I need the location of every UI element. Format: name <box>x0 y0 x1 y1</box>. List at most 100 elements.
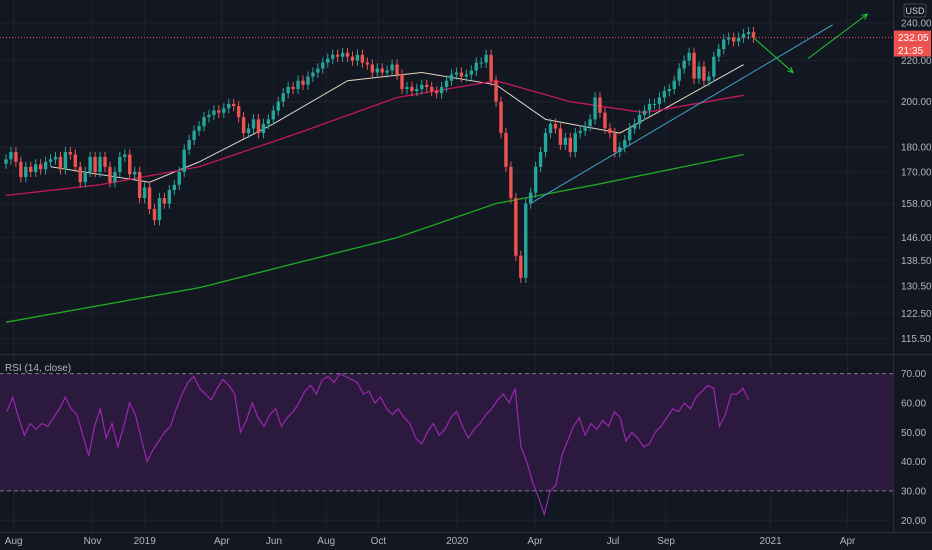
candle-body <box>331 54 335 59</box>
price-tick-label[interactable]: 115.50 <box>901 334 931 345</box>
price-tick-label[interactable]: 220.00 <box>901 56 932 67</box>
candle-body <box>425 84 429 87</box>
time-tick-label[interactable]: 2021 <box>759 536 782 547</box>
candle <box>420 79 424 95</box>
price-tick-label[interactable]: 158.00 <box>901 199 932 210</box>
candle <box>331 49 335 64</box>
time-tick-label[interactable]: 2020 <box>446 536 469 547</box>
candle-body <box>588 119 592 127</box>
candle-body <box>548 123 553 134</box>
rsi-tick-label[interactable]: 40.00 <box>901 457 926 468</box>
candle <box>385 65 389 78</box>
candle-body <box>24 166 28 177</box>
time-tick-label[interactable]: Oct <box>371 536 387 547</box>
price-tick-label[interactable]: 180.00 <box>901 143 932 154</box>
candle-body <box>335 54 340 57</box>
price-tick-label[interactable]: 138.50 <box>901 256 932 267</box>
candle-body <box>578 130 582 134</box>
time-tick-label[interactable]: Apr <box>214 536 230 547</box>
candle-body <box>9 152 13 160</box>
candle-body <box>405 86 409 89</box>
candle-body <box>266 119 271 124</box>
candle <box>519 250 523 284</box>
candle <box>340 47 345 62</box>
candle <box>504 127 508 173</box>
candle <box>83 166 87 188</box>
candle-body <box>350 56 355 61</box>
candle-body <box>133 171 137 175</box>
candle <box>276 96 280 116</box>
currency-label[interactable]: USD <box>903 3 927 18</box>
candle-body <box>573 133 577 153</box>
countdown-text: 21:35 <box>898 46 923 57</box>
candle <box>568 132 572 158</box>
candle <box>558 123 563 151</box>
rsi-axis-labels[interactable]: 70.00 60.00 50.00 40.00 30.00 20.00 <box>901 369 926 527</box>
candle <box>702 61 706 86</box>
candle <box>118 151 122 178</box>
price-tick-label[interactable]: 240.00 <box>901 19 932 30</box>
price-tick-label[interactable]: 146.00 <box>901 233 932 244</box>
time-tick-label[interactable]: Sep <box>657 536 675 547</box>
candle-body <box>415 88 419 92</box>
candle-body <box>563 137 568 145</box>
candle-body <box>687 52 691 61</box>
candle-body <box>519 255 523 278</box>
time-tick-label[interactable]: Jun <box>266 536 282 547</box>
candle <box>4 154 8 169</box>
candle-body <box>538 152 543 167</box>
candle <box>489 49 493 86</box>
price-tick-label[interactable]: 122.50 <box>901 309 932 320</box>
candle-body <box>444 80 449 87</box>
candle <box>152 203 157 226</box>
candlestick-series <box>4 26 756 284</box>
time-tick-label[interactable]: Aug <box>5 536 23 547</box>
candle-body <box>316 68 320 73</box>
candle-body <box>4 159 8 164</box>
candle-body <box>147 187 152 209</box>
candle <box>202 111 206 132</box>
rsi-indicator-title[interactable]: RSI (14, close) <box>5 363 71 374</box>
candle-body <box>311 72 315 77</box>
candle-body <box>375 68 379 73</box>
time-tick-label[interactable]: 2019 <box>134 536 157 547</box>
candle <box>603 107 607 134</box>
candle <box>682 55 686 74</box>
candle <box>241 111 246 139</box>
time-tick-label[interactable]: Apr <box>527 536 543 547</box>
rsi-tick-label[interactable]: 70.00 <box>901 369 926 380</box>
rsi-tick-label[interactable]: 30.00 <box>901 486 926 497</box>
price-tick-label[interactable]: 130.50 <box>901 282 932 293</box>
rsi-tick-label[interactable]: 60.00 <box>901 398 926 409</box>
candle-body <box>271 110 275 120</box>
candle-body <box>543 133 548 153</box>
candle-body <box>459 72 464 77</box>
candle <box>380 63 384 78</box>
rsi-tick-label[interactable]: 20.00 <box>901 516 926 527</box>
price-tick-label[interactable]: 200.00 <box>901 97 932 108</box>
candle <box>464 69 469 82</box>
time-tick-label[interactable]: Nov <box>84 536 102 547</box>
candle-body <box>326 58 330 63</box>
candle <box>692 47 696 84</box>
price-tick-label[interactable]: 170.00 <box>901 167 932 178</box>
candle-body <box>355 54 360 61</box>
candle <box>390 59 394 76</box>
candle <box>623 134 627 153</box>
candle-body <box>722 39 726 49</box>
candle <box>48 154 53 168</box>
rsi-tick-label[interactable]: 50.00 <box>901 428 926 439</box>
time-tick-label[interactable]: Aug <box>317 536 335 547</box>
time-axis-labels[interactable]: Aug Nov 2019 Apr Jun Aug Oct 2020 Apr Jul Sep 2021 A… <box>5 536 856 547</box>
price-axis-labels[interactable]: 240.00 220.00 200.00 180.00 170.00 158.00 146.… <box>901 19 932 346</box>
time-tick-label[interactable]: Jul <box>607 536 620 547</box>
candle <box>321 57 325 74</box>
candle-body <box>187 140 191 150</box>
candle <box>301 75 305 91</box>
candle-body <box>746 32 751 34</box>
projection-arrow <box>753 37 794 73</box>
time-tick-label[interactable]: Apr <box>840 536 856 547</box>
candle <box>63 146 68 175</box>
candle <box>355 49 360 66</box>
candle-body <box>370 64 374 73</box>
